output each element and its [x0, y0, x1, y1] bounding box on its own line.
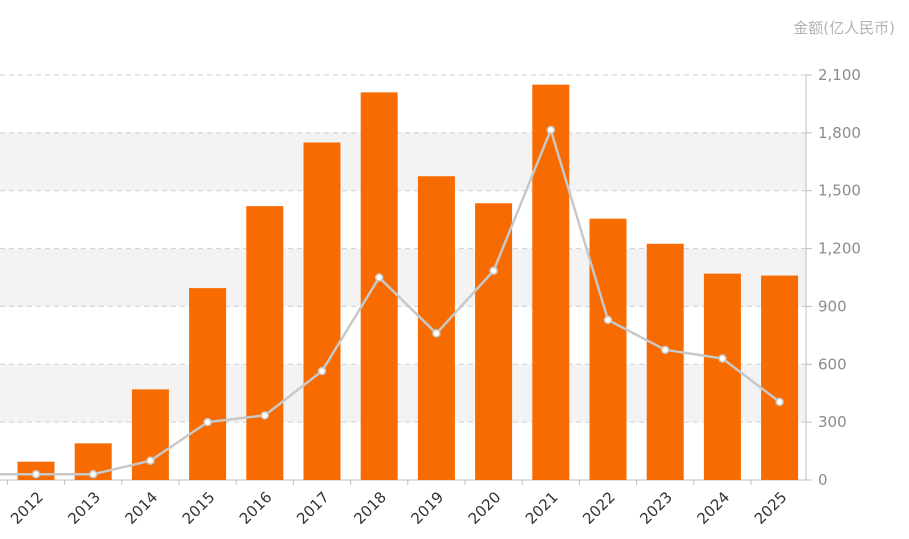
- y-tick-label: 1,200: [818, 240, 861, 258]
- bar: [131, 389, 169, 480]
- line-point: [88, 469, 98, 479]
- x-tick-label: 2015: [179, 488, 219, 528]
- line-point: [660, 345, 670, 355]
- bar: [475, 203, 513, 480]
- line-point: [31, 469, 41, 479]
- x-tick-label: 2021: [522, 488, 562, 528]
- background-band: [0, 132, 806, 191]
- bar: [246, 206, 284, 480]
- y-axis-unit-label: 金额(亿人民币): [793, 19, 895, 37]
- y-tick-label: 1,800: [818, 124, 861, 142]
- y-tick-label: 900: [818, 297, 847, 315]
- line-point: [374, 273, 384, 282]
- line-point: [718, 354, 727, 363]
- line-point: [432, 329, 441, 338]
- y-tick-label: 1,500: [818, 182, 861, 200]
- line-point: [489, 266, 498, 275]
- x-axis-ticks: 2012 2013 2014 2015 2016 2017 2018 2019 2020 2021…: [6, 480, 791, 528]
- bar-series: [17, 84, 799, 481]
- bar: [360, 92, 398, 480]
- x-tick-label: 2019: [407, 488, 447, 528]
- x-tick-label: 2025: [751, 488, 791, 528]
- bar: [703, 273, 741, 480]
- bar: [189, 288, 227, 480]
- x-tick-label: 2018: [350, 488, 390, 528]
- x-tick-label: 2012: [7, 488, 47, 528]
- line-point: [775, 397, 784, 407]
- line-point: [317, 366, 327, 376]
- y-tick-label: 600: [818, 355, 847, 373]
- x-tick-label: 2023: [636, 488, 676, 528]
- x-tick-label: 2017: [293, 488, 333, 528]
- background-band: [0, 364, 806, 423]
- y-tick-label: 2,100: [818, 66, 861, 84]
- line-point: [203, 417, 212, 427]
- line-point: [146, 456, 155, 465]
- bar: [303, 142, 341, 480]
- x-tick-label: 2013: [64, 488, 104, 528]
- x-tick-label: 2014: [121, 488, 161, 528]
- bar: [589, 218, 627, 480]
- line-point: [603, 315, 613, 325]
- x-tick-label: 2020: [465, 488, 505, 528]
- y-axis-ticks: 0 300 600 900 1,200 1,500 1,800 2,100: [818, 66, 861, 489]
- line-point: [546, 125, 556, 135]
- bar: [761, 275, 799, 480]
- bar: [646, 243, 684, 480]
- y-tick-label: 300: [818, 413, 847, 431]
- line-point: [260, 411, 270, 420]
- background-band: [0, 248, 806, 307]
- x-tick-label: 2024: [693, 488, 733, 528]
- x-tick-label: 2022: [579, 488, 619, 528]
- x-tick-label: 2016: [236, 488, 276, 528]
- background-bands: [0, 132, 806, 423]
- bar: [417, 176, 455, 480]
- bar: [532, 84, 570, 481]
- line-series: [0, 125, 784, 479]
- y-tick-label: 0: [818, 471, 828, 489]
